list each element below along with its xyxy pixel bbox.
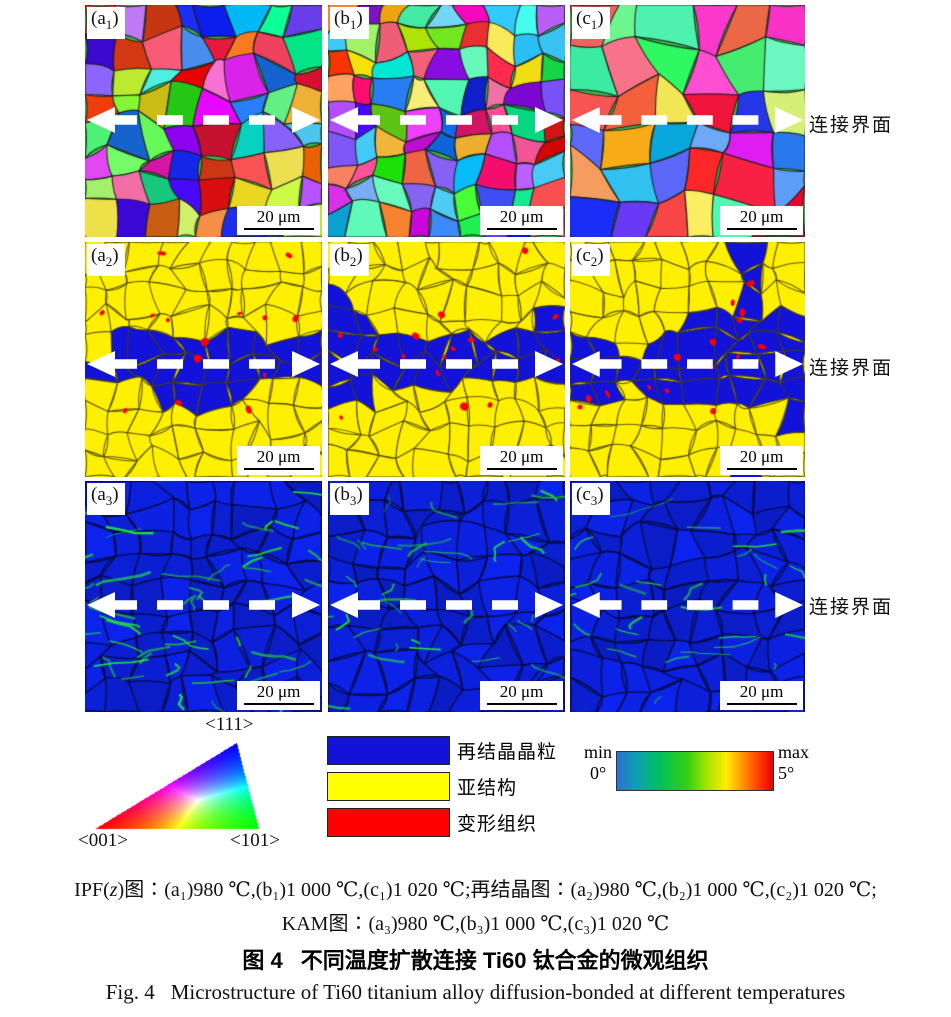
panel-a1: (a1) 20 μm [85, 5, 322, 237]
legend-swatch-yellow [327, 772, 450, 801]
caption-line-2: KAM图∶(a₃)980 ℃,(b₃)1 000 ℃,(c₃)1 020 ℃ [281, 913, 670, 935]
scale-bar: 20 μm [237, 681, 320, 710]
panel-label-c2: (c2) [572, 244, 610, 276]
scale-bar-line [726, 468, 797, 470]
figure-title-en: Fig. 4 Microstructure of Ti60 titanium al… [105, 980, 846, 1004]
panel-c1: (c1) 20 μm [570, 5, 805, 237]
recrystallization-legend: 再结晶晶粒 亚结构 变形组织 [327, 736, 557, 844]
interface-dashed-arrow [328, 587, 565, 623]
caption-line-1: IPF(z)图∶(a₁)980 ℃,(b₁)1 000 ℃,(c₁)1 020 … [74, 879, 877, 901]
scale-bar-line [243, 703, 314, 705]
legend-item-deformed: 变形组织 [327, 808, 557, 837]
panel-label-c1: (c1) [572, 7, 610, 39]
kam-gradient-bar [616, 751, 774, 791]
panel-a2: (a2) 20 μm [85, 242, 322, 477]
legend-swatch-blue [327, 736, 450, 765]
ipf-label-101: <101> [230, 830, 280, 851]
panel-b1: (b1) 20 μm [328, 5, 565, 237]
legend-label: 亚结构 [457, 778, 518, 799]
panel-b2: (b2) 20 μm [328, 242, 565, 477]
micrograph-a3 [85, 481, 322, 712]
panel-label-b1: (b1) [330, 7, 369, 39]
ipf-label-001: <001> [78, 830, 128, 851]
interface-dashed-arrow [570, 587, 805, 623]
panel-label-a1: (a1) [87, 7, 125, 39]
ipf-label-111: <111> [205, 714, 254, 735]
kam-max-value: 5° [778, 763, 795, 783]
figure-title-zh: 图 4 不同温度扩散连接 Ti60 钛合金的微观组织 [242, 948, 709, 973]
scale-bar-line [486, 468, 557, 470]
scale-bar: 20 μm [720, 446, 803, 475]
scale-bar-line [243, 228, 314, 230]
panel-label-a2: (a2) [87, 244, 125, 276]
interface-dashed-arrow [85, 587, 322, 623]
legend-item-substructure: 亚结构 [327, 772, 557, 801]
panel-label-c3: (c3) [572, 483, 610, 515]
interface-dashed-arrow [328, 102, 565, 138]
panel-label-b2: (b2) [330, 244, 369, 276]
scale-bar: 20 μm [480, 446, 563, 475]
interface-dashed-arrow [85, 346, 322, 382]
ipf-color-triangle [88, 737, 266, 833]
interface-dashed-arrow [328, 346, 565, 382]
panel-c3: (c3) 20 μm [570, 481, 805, 712]
scale-bar: 20 μm [237, 446, 320, 475]
interface-dashed-arrow [85, 102, 322, 138]
scale-bar-line [726, 228, 797, 230]
legend-swatch-red [327, 808, 450, 837]
scale-bar: 20 μm [720, 206, 803, 235]
micrograph-c3 [570, 481, 805, 712]
panel-a3: (a3) 20 μm [85, 481, 322, 712]
legend-label: 再结晶晶粒 [457, 742, 558, 763]
interface-dashed-arrow [570, 102, 805, 138]
scale-bar-line [486, 703, 557, 705]
legend-label: 变形组织 [457, 814, 538, 835]
panel-label-b3: (b3) [330, 483, 369, 515]
kam-max-label: max [778, 742, 809, 762]
interface-label-row3: 连接界面 [809, 597, 894, 618]
scale-bar-line [243, 468, 314, 470]
scale-bar: 20 μm [480, 206, 563, 235]
scale-bar-line [486, 228, 557, 230]
interface-dashed-arrow [570, 346, 805, 382]
micrograph-b3 [328, 481, 565, 712]
scale-bar: 20 μm [237, 206, 320, 235]
kam-min-value: 0° [590, 763, 607, 783]
scale-bar: 20 μm [720, 681, 803, 710]
panel-b3: (b3) 20 μm [328, 481, 565, 712]
interface-label-row1: 连接界面 [809, 115, 894, 136]
legend-item-recrystallized: 再结晶晶粒 [327, 736, 557, 765]
scale-bar: 20 μm [480, 681, 563, 710]
kam-min-label: min [584, 742, 613, 762]
panel-c2: (c2) 20 μm [570, 242, 805, 477]
interface-label-row2: 连接界面 [809, 358, 894, 379]
panel-label-a3: (a3) [87, 483, 125, 515]
scale-bar-line [726, 703, 797, 705]
